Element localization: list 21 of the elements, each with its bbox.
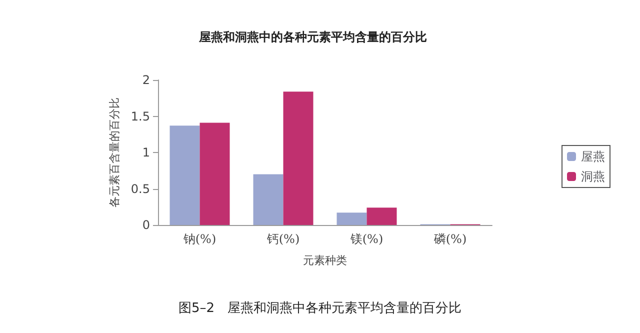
legend-label: 屋燕 — [581, 150, 605, 164]
chart-title: 屋燕和洞燕中的各种元素平均含量的百分比 — [198, 30, 427, 44]
bar — [366, 208, 397, 225]
x-tick-label: 镁(%) — [349, 232, 384, 246]
bar — [336, 212, 367, 225]
x-tick-label: 钠(%) — [182, 232, 216, 246]
y-tick-label: 0.5 — [130, 182, 150, 196]
x-axis-title: 元素种类 — [303, 254, 347, 267]
caption: 图5–2 屋燕和洞燕中各种元素平均含量的百分比 — [178, 301, 462, 316]
bar — [170, 126, 200, 225]
y-axis-title: 各元素百含量的百分比 — [108, 98, 122, 208]
x-tick-label: 钙(%) — [266, 232, 300, 246]
bar — [253, 174, 284, 225]
bar — [200, 122, 230, 225]
y-tick-label: 1.5 — [130, 109, 150, 124]
y-tick-label: 0 — [142, 218, 150, 232]
legend-label: 洞燕 — [581, 170, 605, 184]
bar — [283, 92, 314, 225]
x-tick-label: 磷(%) — [432, 232, 467, 246]
y-tick-label: 2 — [142, 73, 150, 87]
y-tick-label: 1 — [142, 146, 150, 160]
